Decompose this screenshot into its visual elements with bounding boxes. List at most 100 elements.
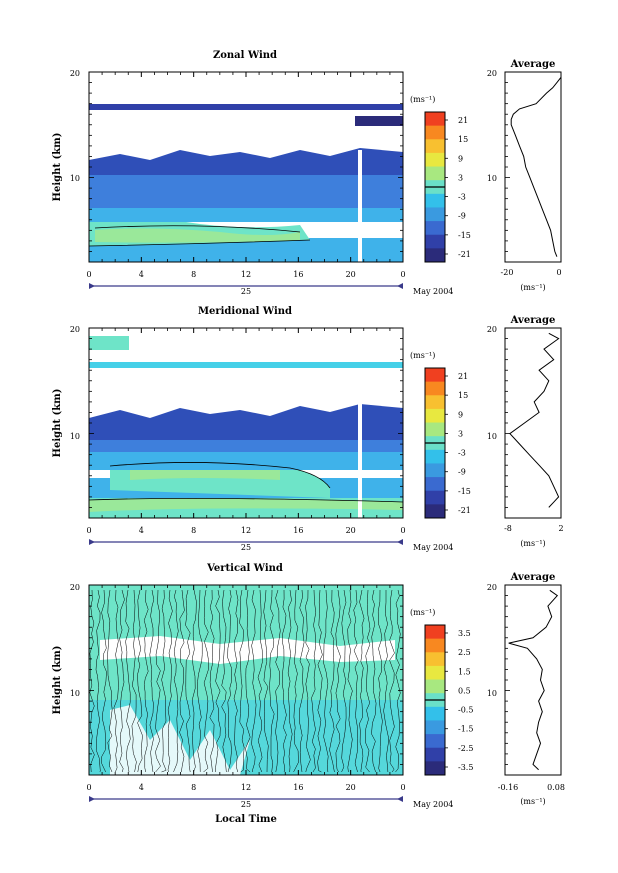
zonal-colorbar-label: -3 — [458, 193, 466, 202]
vertical-contour-line — [143, 589, 149, 773]
zonal-colorbar-segment — [425, 193, 445, 208]
zonal-unit: (ms⁻¹) — [410, 95, 435, 104]
vertical-colorbar-label: 2.5 — [458, 648, 471, 657]
vertical-contour-line — [173, 589, 179, 773]
meridional-patch-top — [89, 336, 129, 350]
vertical-wind-panel: Vertical Wind 20 10 Height (km) 0 4 8 12 16 2… — [52, 563, 565, 825]
vertical-avg-frame — [504, 584, 562, 776]
zonal-avg-ytick-20: 20 — [487, 69, 497, 78]
vertical-contour-line — [365, 589, 371, 773]
vertical-contour-line — [275, 589, 281, 773]
zonal-colorbar-label: 21 — [458, 116, 468, 125]
vertical-contour-line — [155, 589, 161, 773]
zonal-avg-unit: (ms⁻¹) — [520, 283, 545, 292]
zonal-colorbar-label: 9 — [458, 154, 463, 163]
vertical-date-label: May 2004 — [413, 800, 453, 809]
zonal-colorbar-segment — [425, 207, 445, 222]
vertical-contour-line — [317, 589, 323, 773]
vertical-contour-line — [209, 589, 215, 773]
vertical-xtick-label: 12 — [241, 783, 251, 792]
meridional-colorbar-label: 15 — [458, 391, 468, 400]
vertical-contour-line — [329, 589, 335, 773]
vertical-colorbar-segment — [425, 679, 445, 694]
vertical-colorbar-segment — [425, 638, 445, 653]
meridional-avg-xtick-left: -8 — [504, 524, 512, 533]
vertical-contour-line — [251, 589, 257, 773]
zonal-date-axis-arrow-left — [89, 283, 95, 289]
vertical-colorbar-segment — [425, 652, 445, 667]
zonal-colorbar-segment — [425, 152, 445, 168]
vertical-contour-line — [281, 589, 287, 773]
vertical-avg-xtick-left: -0.16 — [498, 783, 519, 792]
vertical-avg-ytick-10: 10 — [487, 689, 497, 698]
vertical-day-label: 25 — [241, 800, 251, 809]
meridional-xtick-label: 0 — [86, 526, 91, 535]
zonal-colorbar-segment — [425, 166, 445, 181]
vertical-contour-line — [245, 589, 251, 773]
vertical-avg-xtick-right: 0.08 — [547, 783, 565, 792]
meridional-colorbar-label: -15 — [458, 487, 471, 496]
meridional-colorbar-segment — [425, 422, 445, 437]
zonal-contour-2 — [88, 239, 311, 247]
vertical-contour-line — [377, 589, 383, 773]
meridional-avg-title: Average — [510, 315, 556, 326]
zonal-xtick-label: 16 — [293, 270, 303, 279]
zonal-colorbar: 21 15 9 3 -3 -9 -15 -21 — [424, 71, 510, 263]
vertical-contour-line — [101, 589, 107, 773]
meridional-band-green-low — [89, 498, 403, 512]
meridional-day-label: 25 — [241, 543, 251, 552]
zonal-title: Zonal Wind — [213, 50, 277, 61]
vertical-colorbar-label: -2.5 — [458, 744, 473, 753]
meridional-xtick-label: 12 — [241, 526, 251, 535]
meridional-colorbar-segment — [425, 504, 445, 519]
vertical-contour-line — [389, 589, 395, 773]
meridional-xtick-label: 0 — [400, 526, 405, 535]
vertical-contour-line — [113, 589, 119, 773]
zonal-colorbar-label: 3 — [458, 173, 463, 182]
vertical-contour-line — [293, 589, 299, 773]
vertical-contour-line — [227, 589, 232, 773]
vertical-contour-line — [395, 589, 401, 773]
zonal-xtick-label: 20 — [346, 270, 356, 279]
zonal-avg-title: Average — [510, 59, 556, 70]
vertical-contour-line — [191, 589, 197, 773]
meridional-colorbar-segment — [425, 463, 445, 478]
vertical-xtick-label: 0 — [400, 783, 405, 792]
meridional-title: Meridional Wind — [198, 306, 292, 317]
vertical-xtick-label: 0 — [86, 783, 91, 792]
zonal-patch-upper — [355, 116, 403, 126]
meridional-xtick-label: 4 — [139, 526, 144, 535]
vertical-contour-line — [311, 589, 317, 773]
meridional-colorbar-segment — [425, 408, 445, 424]
vertical-contour-line — [95, 589, 101, 773]
vertical-contour-line — [215, 589, 221, 773]
meridional-xtick-label: 8 — [191, 526, 196, 535]
meridional-xticks: 0 4 8 12 16 20 0 — [86, 327, 406, 545]
vertical-xtick-label: 20 — [346, 783, 356, 792]
vertical-contour-line — [179, 589, 185, 773]
vertical-contour-line — [353, 589, 359, 773]
vertical-contour-line — [203, 589, 209, 773]
vertical-colorbar-label: -0.5 — [458, 706, 473, 715]
meridional-xtick-label: 16 — [293, 526, 303, 535]
meridional-date-axis-arrow-left — [89, 539, 95, 545]
meridional-xtick-label: 20 — [346, 526, 356, 535]
vertical-contour-line — [167, 589, 173, 773]
vertical-contour-line — [185, 589, 191, 773]
vertical-colorbar-segment — [425, 706, 445, 721]
vertical-colorbar-segment — [425, 625, 445, 640]
meridional-colorbar-segment — [425, 477, 445, 492]
vertical-xtick-label: 16 — [293, 783, 303, 792]
vertical-contour-line — [287, 589, 293, 773]
vertical-contour-line — [233, 589, 239, 773]
vertical-colorbar: 3.5 2.5 1.5 0.5 -0.5 -1.5 -2.5 -3.5 — [424, 584, 510, 776]
meridional-colorbar-label: -3 — [458, 449, 466, 458]
meridional-colorbar-label: 21 — [458, 372, 468, 381]
zonal-avg-xtick-left: -20 — [501, 268, 514, 277]
meridional-colorbar: 21 15 9 3 -3 -9 -15 -21 — [424, 327, 510, 519]
vertical-contour-line — [371, 589, 377, 773]
vertical-contour-line — [125, 589, 131, 773]
vertical-colorbar-label: 1.5 — [458, 667, 471, 676]
vertical-contour-line — [137, 589, 143, 773]
